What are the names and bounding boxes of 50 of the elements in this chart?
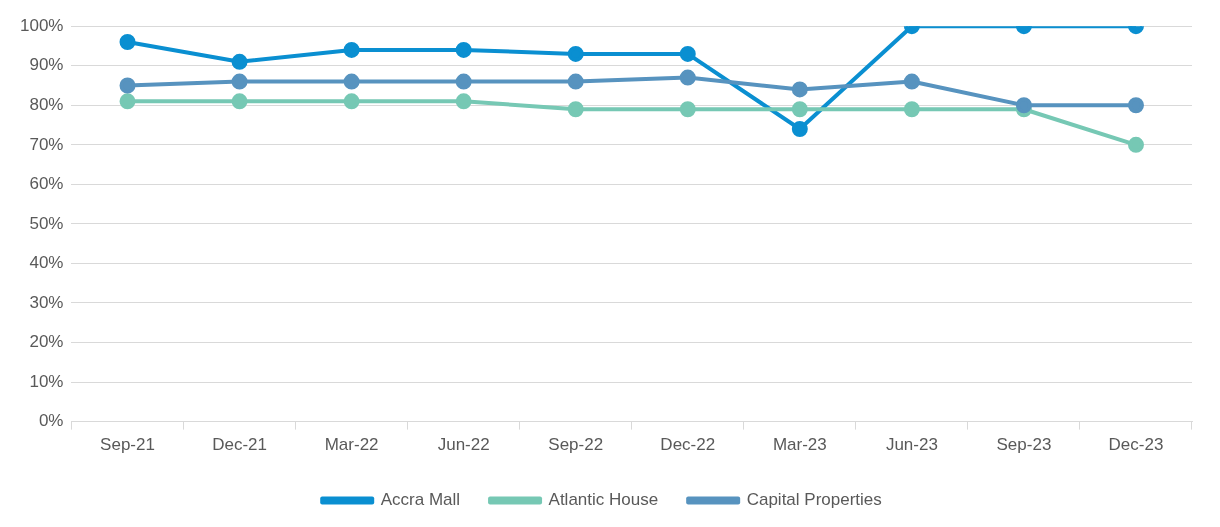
point (119, 93, 136, 110)
point (231, 53, 248, 70)
point (679, 69, 696, 86)
point (1127, 136, 1144, 153)
y-tick-label: 40% (29, 253, 64, 273)
x-tick-label: Sep-23 (996, 435, 1052, 455)
point (567, 73, 584, 90)
x-tick-label: Mar-22 (324, 435, 379, 455)
x-tick-label: Dec-22 (660, 435, 716, 455)
point (343, 41, 360, 58)
x-tick-label: Mar-23 (772, 435, 827, 455)
x-tick-label: Jun-22 (437, 435, 490, 455)
point (231, 93, 248, 110)
x-tick-label: Sep-22 (548, 435, 604, 455)
y-tick-label: 90% (29, 55, 64, 75)
point (119, 34, 136, 51)
point (1127, 97, 1144, 114)
point (791, 121, 808, 137)
point (903, 101, 920, 118)
x-tick-label: Dec-23 (1108, 435, 1164, 455)
y-tick-label: 30% (29, 292, 64, 312)
y-tick-label: 70% (29, 134, 64, 154)
y-tick-label: 20% (29, 332, 64, 352)
x-tick-label: Sep-21 (100, 435, 155, 455)
legend-label: Accra Mall (380, 490, 461, 510)
y-tick-label: 80% (29, 94, 64, 114)
point (903, 73, 920, 90)
point (343, 93, 360, 110)
point (679, 45, 696, 62)
x-tick-label: Dec-21 (212, 435, 267, 455)
point (343, 73, 360, 90)
point (1015, 97, 1032, 114)
x-tick-label: Jun-23 (885, 435, 938, 455)
point (455, 41, 472, 58)
y-tick-label: 60% (29, 174, 64, 194)
point (567, 45, 584, 62)
point (791, 101, 808, 118)
legend-label: Capital Properties (746, 490, 882, 510)
legend-label: Atlantic House (548, 490, 659, 510)
point (791, 81, 808, 98)
point (455, 73, 472, 90)
y-tick-label: 10% (29, 371, 64, 391)
y-tick-label: 50% (29, 213, 64, 233)
y-tick-label: 0% (38, 411, 64, 431)
point (119, 77, 136, 94)
point (455, 93, 472, 110)
y-tick-label: 100% (20, 15, 64, 35)
point (679, 101, 696, 118)
point (231, 73, 248, 90)
point (567, 101, 584, 118)
